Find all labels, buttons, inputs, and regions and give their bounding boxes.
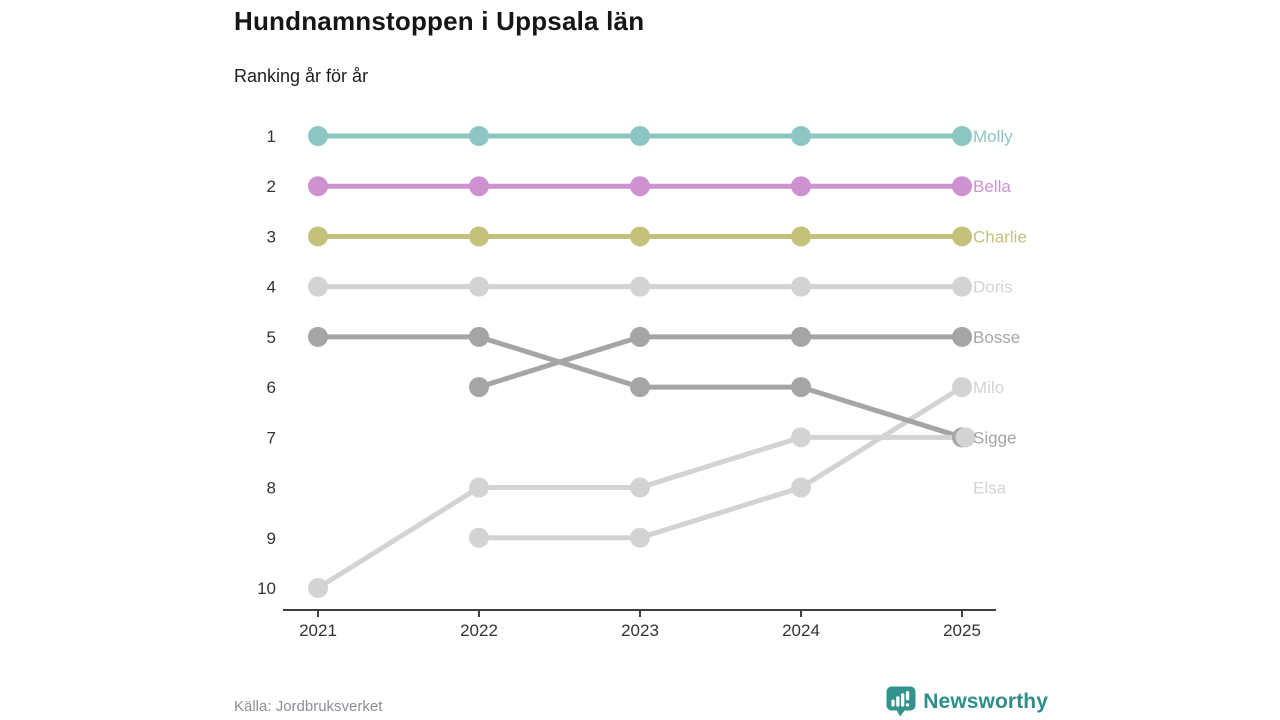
dot-doris-2022	[469, 276, 489, 297]
dot-bella-2022	[469, 176, 489, 197]
series-label-charlie: Charlie	[973, 227, 1027, 246]
dot-elsa-2025	[955, 427, 976, 448]
rank-axis-label-7: 7	[267, 428, 276, 447]
dot-molly-2023	[630, 126, 650, 146]
dot-sigge-2021	[308, 326, 328, 347]
year-axis-label-2023: 2023	[621, 621, 659, 640]
dot-charlie-2025	[952, 226, 972, 247]
series-label-bosse: Bosse	[973, 328, 1020, 347]
chart-subtitle: Ranking år för år	[234, 66, 369, 86]
source-caption: Källa: Jordbruksverket	[234, 698, 383, 715]
newsworthy-brand-link[interactable]: Newsworthy	[886, 686, 1048, 717]
year-axis-label-2022: 2022	[460, 621, 498, 640]
series-label-elsa: Elsa	[973, 479, 1007, 498]
rank-axis-label-1: 1	[267, 127, 276, 146]
dot-doris-2021	[308, 276, 328, 297]
dot-doris-2024	[791, 276, 811, 297]
series-label-molly: Molly	[973, 127, 1013, 146]
dot-milo-2024	[791, 477, 811, 498]
dot-bella-2025	[952, 176, 972, 197]
dot-bella-2023	[630, 176, 650, 197]
rank-axis-label-9: 9	[267, 529, 276, 548]
series-label-milo: Milo	[973, 378, 1004, 397]
rank-axis-label-4: 4	[267, 278, 276, 297]
series-label-doris: Doris	[973, 278, 1013, 297]
rank-axis-label-3: 3	[267, 227, 276, 246]
dot-charlie-2022	[469, 226, 489, 247]
dot-bosse-2023	[630, 326, 650, 347]
year-axis-label-2021: 2021	[299, 621, 337, 640]
dot-sigge-2024	[791, 377, 811, 398]
dot-doris-2023	[630, 276, 650, 297]
dot-elsa-2024	[791, 427, 811, 448]
rank-axis-label-10: 10	[257, 579, 276, 598]
dot-milo-2023	[630, 527, 650, 548]
dot-molly-2022	[469, 126, 489, 146]
chart-title: Hundnamnstoppen i Uppsala län	[234, 6, 645, 36]
year-axis-label-2024: 2024	[782, 621, 820, 640]
dot-charlie-2024	[791, 226, 811, 247]
dot-sigge-2023	[630, 377, 650, 398]
dot-elsa-2023	[630, 477, 650, 498]
series-label-sigge: Sigge	[973, 428, 1016, 447]
rank-axis-label-8: 8	[267, 479, 276, 498]
dot-charlie-2021	[308, 226, 328, 247]
dot-molly-2025	[952, 126, 972, 146]
dot-doris-2025	[952, 276, 972, 297]
series-label-bella: Bella	[973, 177, 1011, 196]
dot-molly-2024	[791, 126, 811, 146]
dot-milo-2025	[952, 377, 972, 398]
newsworthy-logo-icon	[886, 686, 916, 717]
dot-bosse-2024	[791, 326, 811, 347]
newsworthy-wordmark: Newsworthy	[923, 689, 1048, 713]
dot-charlie-2023	[630, 226, 650, 247]
line-elsa	[316, 434, 962, 591]
rank-axis-label-5: 5	[267, 328, 276, 347]
dot-milo-2022	[469, 527, 489, 548]
year-axis-label-2025: 2025	[943, 621, 981, 640]
dot-molly-2021	[308, 126, 328, 146]
dot-bosse-2025	[952, 326, 972, 347]
dot-sigge-2022	[469, 326, 489, 347]
dot-bella-2021	[308, 176, 328, 197]
dot-elsa-2022	[469, 477, 489, 498]
rank-axis-label-2: 2	[267, 177, 276, 196]
dot-bella-2024	[791, 176, 811, 197]
line-bosse	[478, 334, 962, 390]
dot-elsa-2021	[308, 577, 328, 598]
dot-bosse-2022	[469, 377, 489, 398]
rank-axis-label-6: 6	[267, 378, 276, 397]
